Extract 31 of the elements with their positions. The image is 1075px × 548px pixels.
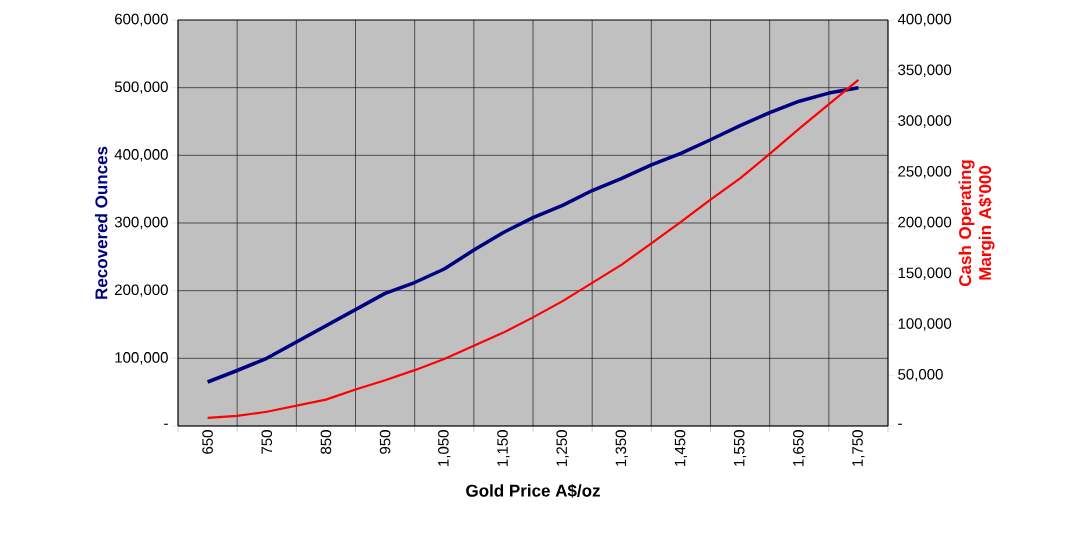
x-tick-label: 1,450 <box>674 430 688 466</box>
y2-tick-label: 400,000 <box>897 13 952 27</box>
y-tick-label: 100,000 <box>115 352 168 365</box>
x-tick-label: 950 <box>379 430 391 454</box>
x-tick-label: 650 <box>202 430 213 454</box>
x-axis-title: Gold Price A$/oz <box>466 483 600 498</box>
y-tick-label: 600,000 <box>115 13 168 27</box>
y2-tick-label: 300,000 <box>898 115 952 128</box>
y-tick-label: 300,000 <box>114 216 168 230</box>
x-tick-label: 750 <box>261 430 273 454</box>
x-tick-label: 1,750 <box>852 430 865 466</box>
y2-tick-label: 150,000 <box>898 267 952 280</box>
x-tick-label: 850 <box>320 430 332 454</box>
y-tick-label: 500,000 <box>114 81 168 94</box>
y2-axis-title: Cash Operating Margin A$'000 <box>958 160 995 287</box>
y2-tick-label: 350,000 <box>898 64 952 77</box>
y-axis-title: Recovered Ounces <box>94 146 108 299</box>
x-tick-label: 1,050 <box>438 430 451 466</box>
y-tick-label: 400,000 <box>114 149 168 162</box>
y-tick-label: - <box>164 423 168 425</box>
y2-tick-label: 50,000 <box>898 369 943 382</box>
x-tick-label: 1,550 <box>733 430 747 466</box>
y2-tick-label: 100,000 <box>898 318 952 331</box>
y2-tick-label: 200,000 <box>898 216 952 230</box>
y-tick-label: 200,000 <box>115 284 168 297</box>
y2-tick-label: 250,000 <box>898 166 952 179</box>
x-tick-label: 1,350 <box>615 430 628 466</box>
y2-tick-label: - <box>898 423 902 425</box>
x-tick-label: 1,150 <box>497 430 510 466</box>
x-tick-label: 1,250 <box>556 430 569 466</box>
x-tick-label: 1,650 <box>793 430 806 466</box>
